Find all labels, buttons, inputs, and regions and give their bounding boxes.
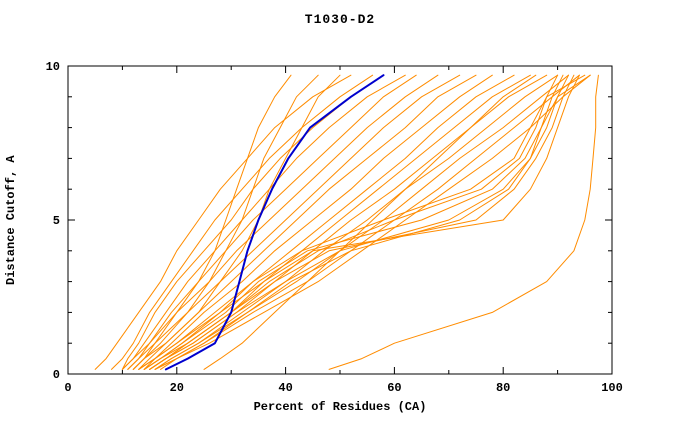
model-curve <box>121 74 292 370</box>
x-tick-label: 0 <box>64 381 71 395</box>
model-curve <box>111 74 374 370</box>
model-curve <box>121 74 384 370</box>
x-tick-label: 80 <box>496 381 510 395</box>
model-curve <box>138 74 586 370</box>
model-curve <box>154 74 591 370</box>
x-tick-label: 60 <box>387 381 401 395</box>
model-curve <box>121 74 406 370</box>
y-tick-label: 10 <box>46 60 60 74</box>
model-curve <box>154 74 569 370</box>
model-curve <box>94 74 352 370</box>
x-tick-label: 100 <box>601 381 623 395</box>
model-curve <box>160 74 591 370</box>
chart-title: T1030-D2 <box>304 12 376 27</box>
highlight-curve <box>164 74 385 371</box>
model-curve <box>127 74 319 370</box>
model-curve <box>138 74 493 370</box>
model-curve <box>154 74 569 370</box>
model-curve <box>143 74 564 370</box>
model-curve <box>149 74 559 370</box>
model-curve <box>132 74 461 370</box>
model-curve <box>138 74 477 370</box>
x-axis-label: Percent of Residues (CA) <box>253 400 427 414</box>
x-tick-label: 20 <box>170 381 184 395</box>
model-curve <box>149 74 559 370</box>
model-curve <box>328 74 599 370</box>
x-tick-label: 40 <box>278 381 292 395</box>
y-tick-label: 5 <box>53 214 60 228</box>
model-curve <box>143 74 580 370</box>
model-curve <box>149 74 575 370</box>
model-curve <box>143 74 515 370</box>
model-curve <box>127 74 417 370</box>
y-tick-label: 0 <box>53 368 60 382</box>
model-curve <box>132 74 341 370</box>
